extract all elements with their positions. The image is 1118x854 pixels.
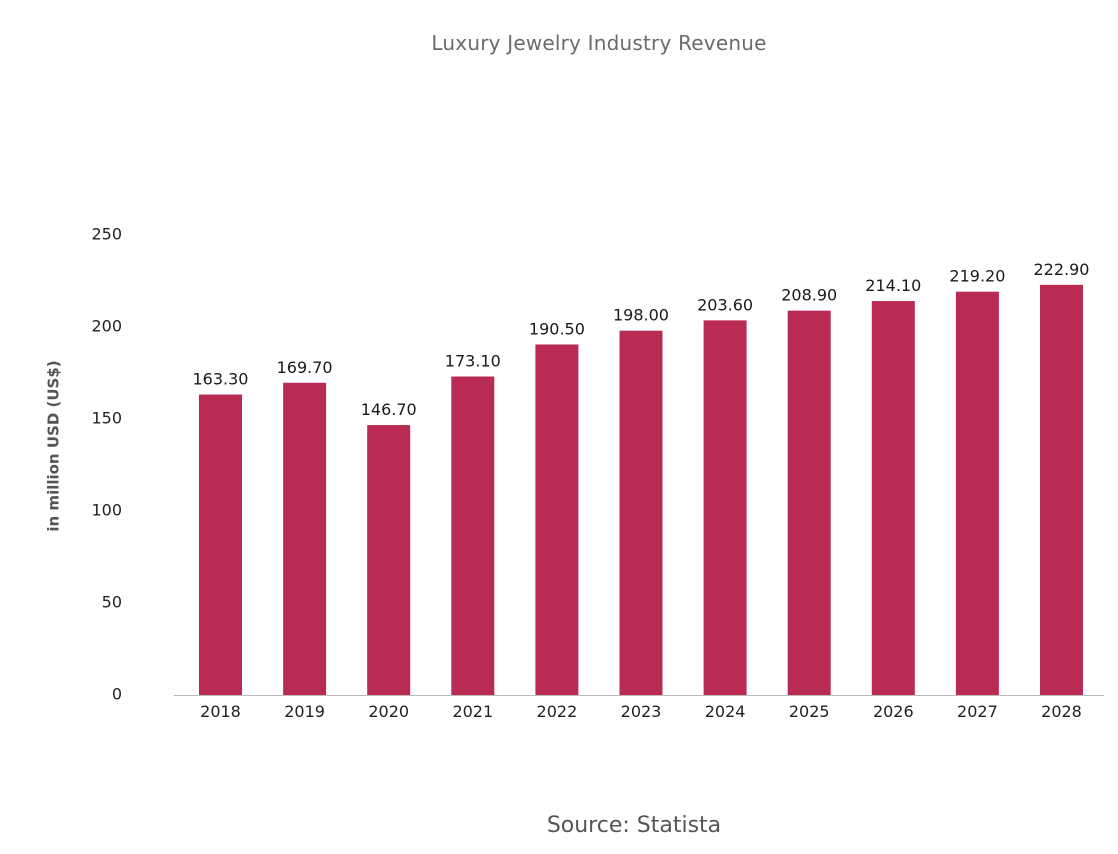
bar-2024 [703, 320, 747, 695]
value-label-2023: 198.00 [613, 306, 669, 325]
value-label-2025: 208.90 [781, 286, 837, 305]
bar-2021 [451, 376, 495, 695]
y-tick-label: 200 [91, 317, 122, 336]
x-tick-label-2021: 2021 [452, 702, 493, 721]
x-tick-label-2022: 2022 [537, 702, 578, 721]
x-axis-ticks: 2018 2019 2020 2021 2022 2023 2024 2025 2026 2027… [200, 702, 1082, 721]
x-tick-label-2024: 2024 [705, 702, 746, 721]
value-label-2019: 169.70 [277, 358, 333, 377]
bar-2028 [1040, 284, 1083, 695]
bars [199, 284, 1083, 695]
x-tick-label-2027: 2027 [957, 702, 998, 721]
chart-title: Luxury Jewelry Industry Revenue [431, 31, 767, 55]
x-tick-label-2019: 2019 [284, 702, 325, 721]
bar-2025 [787, 310, 831, 695]
value-label-2027: 219.20 [949, 267, 1005, 286]
value-label-2024: 203.60 [697, 295, 753, 314]
x-tick-label-2023: 2023 [621, 702, 662, 721]
value-labels: 163.30 169.70 146.70 173.10 190.50 198.00 203.… [193, 260, 1090, 419]
x-tick-label-2020: 2020 [368, 702, 409, 721]
value-label-2018: 163.30 [193, 370, 249, 389]
bar-2022 [535, 344, 579, 695]
x-tick-label-2018: 2018 [200, 702, 241, 721]
y-tick-label: 50 [102, 593, 122, 612]
y-tick-label: 0 [112, 685, 122, 704]
x-tick-label-2026: 2026 [873, 702, 914, 721]
bar-2020 [367, 425, 411, 695]
bar-2023 [619, 330, 663, 695]
bar-2027 [955, 291, 999, 695]
bar-2018 [199, 394, 242, 695]
bar-2019 [283, 382, 327, 695]
value-label-2022: 190.50 [529, 319, 585, 338]
x-tick-label-2028: 2028 [1041, 702, 1082, 721]
value-label-2026: 214.10 [865, 276, 921, 295]
y-tick-label: 100 [91, 501, 122, 520]
y-tick-label: 250 [91, 225, 122, 244]
y-tick-label: 150 [91, 409, 122, 428]
bar-2026 [871, 301, 915, 695]
y-axis-label: in million USD (US$) [45, 360, 63, 531]
source-note: Source: Statista [546, 813, 722, 838]
value-label-2021: 173.10 [445, 351, 501, 370]
y-axis-ticks: 0 50 100 150 200 250 [91, 225, 122, 704]
x-tick-label-2025: 2025 [789, 702, 830, 721]
value-label-2020: 146.70 [361, 400, 417, 419]
value-label-2028: 222.90 [1034, 260, 1090, 279]
